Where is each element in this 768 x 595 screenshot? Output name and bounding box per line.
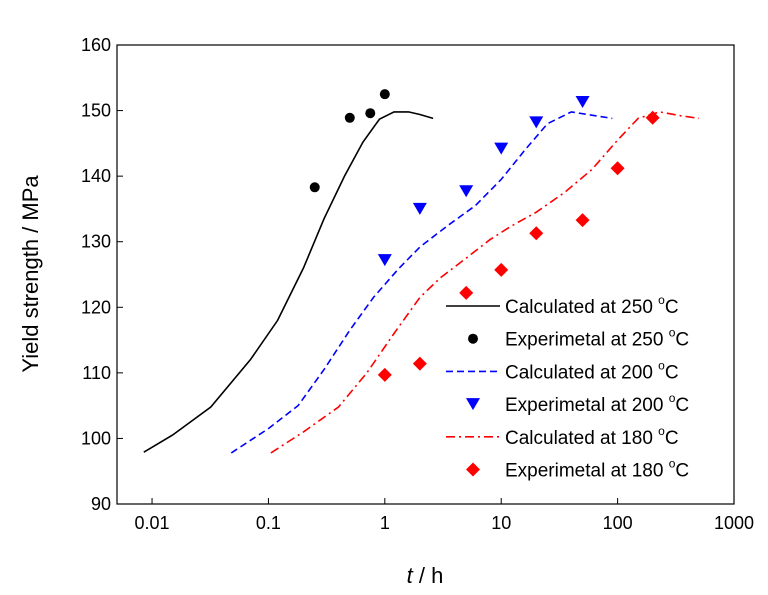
legend-label-main: Calculated at 200 <box>505 362 658 383</box>
legend-label: Calculated at 200 oC <box>505 358 679 383</box>
legend-label-main: Experimetal at 250 <box>505 330 669 351</box>
x-axis-title: t / h <box>407 563 444 588</box>
legend-label-unit: C <box>675 395 689 416</box>
legend-marker-experimetal-at-180-c <box>466 462 480 477</box>
x-axis-title-unit: / h <box>413 563 444 588</box>
series-line-calculated-at-200-c <box>230 111 613 454</box>
legend-label-unit: C <box>675 461 689 482</box>
x-tick-label: 100 <box>603 513 633 533</box>
y-tick-label: 130 <box>81 232 111 252</box>
y-tick-label: 90 <box>91 494 111 514</box>
data-point-experimetal-at-200-c <box>494 142 509 155</box>
y-axis-title: Yield strength / MPa <box>18 175 43 373</box>
x-tick-label: 0.01 <box>135 513 170 533</box>
legend-label-unit: C <box>665 297 679 318</box>
data-point-experimetal-at-200-c <box>575 96 590 109</box>
data-point-experimetal-at-180-c <box>529 226 544 241</box>
data-point-experimetal-at-180-c <box>645 110 660 125</box>
legend-label: Experimetal at 250 oC <box>505 326 689 351</box>
data-point-experimetal-at-250-c <box>309 182 320 193</box>
legend-label: Experimetal at 180 oC <box>505 457 689 482</box>
legend-label-degree: o <box>669 326 676 340</box>
y-tick-label: 140 <box>81 166 111 186</box>
data-point-experimetal-at-200-c <box>529 116 544 129</box>
y-tick-label: 120 <box>81 297 111 317</box>
data-point-experimetal-at-200-c <box>412 202 427 215</box>
series-line-calculated-at-180-c <box>270 111 700 454</box>
plot-frame <box>116 44 735 505</box>
y-tick-label: 160 <box>81 35 111 55</box>
data-point-experimetal-at-180-c <box>377 367 392 382</box>
x-tick-label: 10 <box>491 513 511 533</box>
series-layer <box>143 89 700 454</box>
data-point-experimetal-at-250-c <box>379 89 390 100</box>
legend-label-main: Experimetal at 200 <box>505 395 669 416</box>
x-tick-label: 1000 <box>714 513 754 533</box>
data-point-experimetal-at-250-c <box>365 108 376 119</box>
data-point-experimetal-at-180-c <box>459 285 474 300</box>
y-tick-label: 150 <box>81 101 111 121</box>
legend-label-main: Experimetal at 180 <box>505 461 669 482</box>
legend-label-unit: C <box>665 428 679 449</box>
legend-label-degree: o <box>658 293 665 307</box>
x-tick-label: 0.1 <box>256 513 281 533</box>
data-point-experimetal-at-200-c <box>459 185 474 198</box>
x-axis-title-variable: t <box>407 563 414 588</box>
legend-label-degree: o <box>669 391 676 405</box>
data-point-experimetal-at-180-c <box>610 161 625 176</box>
legend-label: Calculated at 180 oC <box>505 424 679 449</box>
series-line-calculated-at-250-c <box>143 111 434 453</box>
legend-label-degree: o <box>669 457 676 471</box>
data-point-experimetal-at-180-c <box>575 213 590 228</box>
legend-label: Calculated at 250 oC <box>505 293 679 318</box>
x-tick-label: 1 <box>380 513 390 533</box>
legend-marker-experimetal-at-250-c <box>468 333 478 344</box>
data-point-experimetal-at-250-c <box>344 112 355 123</box>
legend-label-degree: o <box>658 424 665 438</box>
data-point-experimetal-at-180-c <box>412 356 427 371</box>
legend-marker-experimetal-at-200-c <box>466 398 480 411</box>
data-point-experimetal-at-180-c <box>494 262 509 277</box>
legend-label-main: Calculated at 180 <box>505 428 658 449</box>
legend-label-degree: o <box>658 358 665 372</box>
y-tick-label: 110 <box>82 363 111 383</box>
legend-label-main: Calculated at 250 <box>505 297 658 318</box>
legend-label-unit: C <box>675 330 689 351</box>
legend-label-unit: C <box>665 362 679 383</box>
y-tick-label: 100 <box>81 428 111 448</box>
legend-label: Experimetal at 200 oC <box>505 391 689 416</box>
data-point-experimetal-at-200-c <box>377 254 392 267</box>
